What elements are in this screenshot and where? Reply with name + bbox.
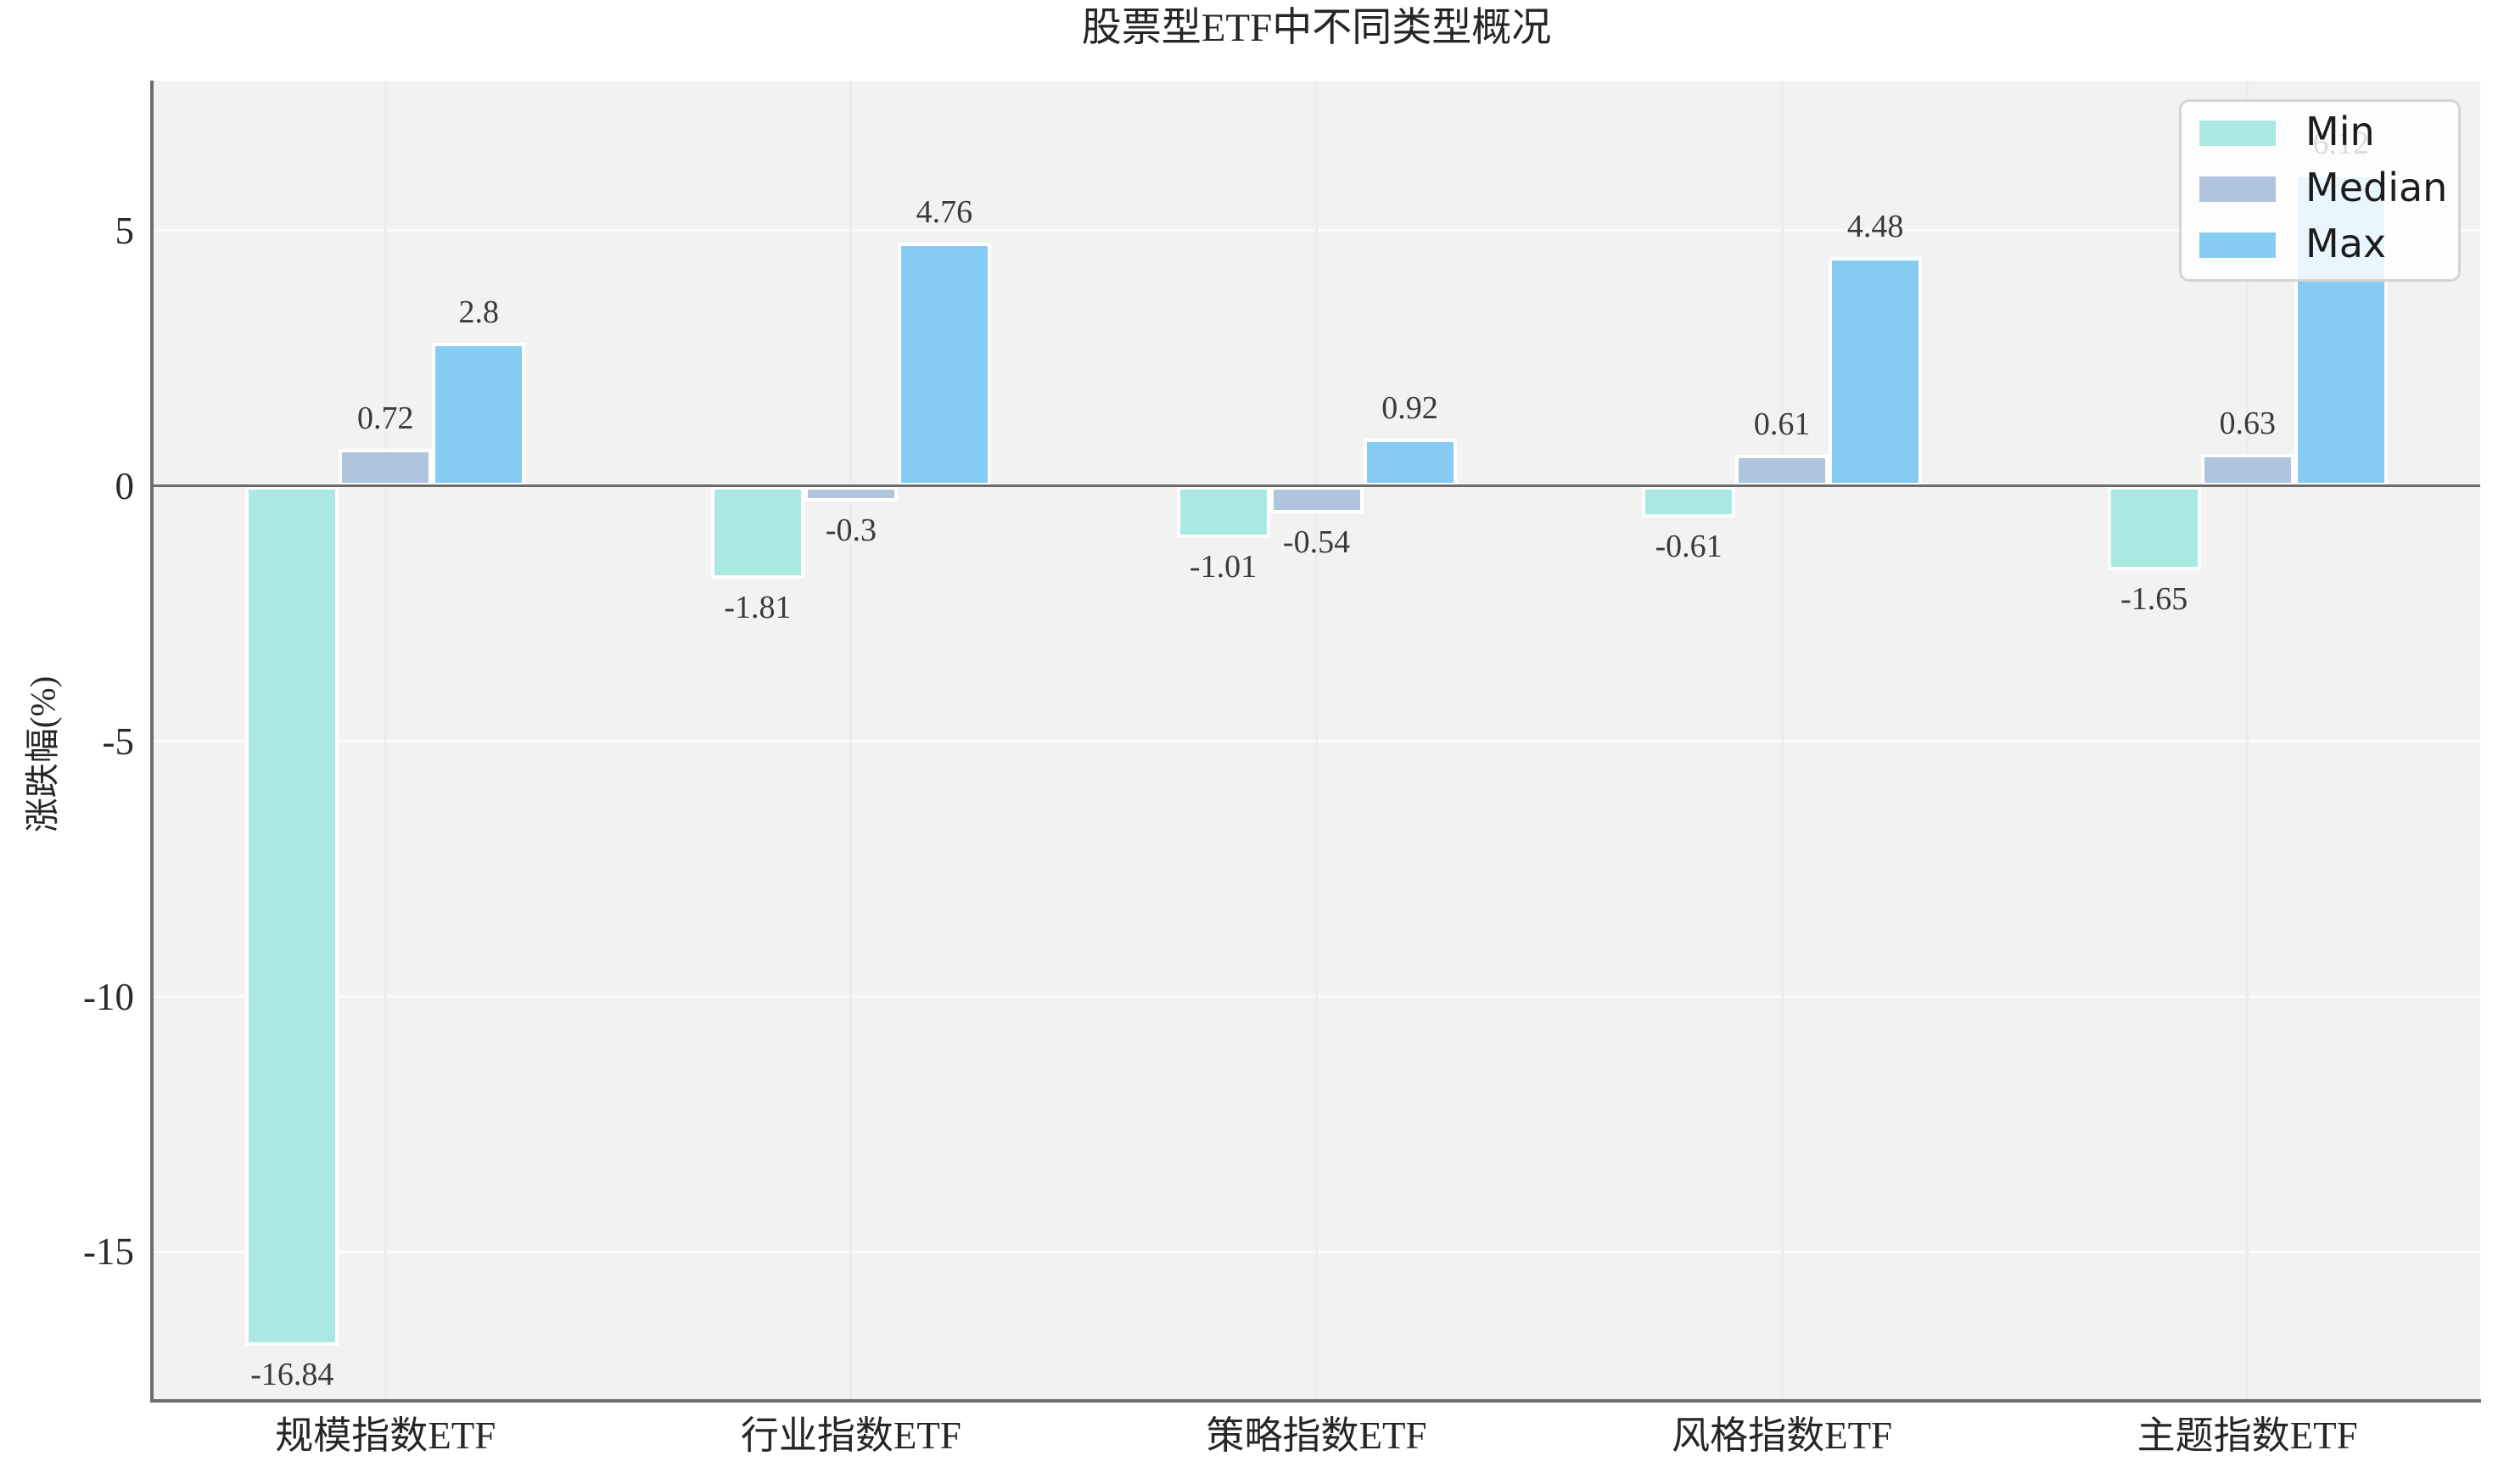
legend-label-median: Median bbox=[2305, 165, 2448, 210]
y-tick-label: -5 bbox=[102, 720, 135, 763]
value-label: 2.8 bbox=[458, 294, 500, 331]
value-label: 4.48 bbox=[1846, 209, 1904, 245]
gridline-vertical bbox=[384, 81, 387, 1400]
legend-label-min: Min bbox=[2305, 109, 2375, 154]
bar-median bbox=[804, 485, 898, 501]
bar-max bbox=[897, 243, 991, 486]
bar-median bbox=[1735, 455, 1829, 486]
chart-title: 股票型ETF中不同类型概况 bbox=[1081, 6, 1552, 50]
gridline-vertical bbox=[1780, 81, 1784, 1400]
legend: Min Median Max bbox=[2179, 99, 2461, 282]
y-tick-label: -10 bbox=[83, 975, 134, 1018]
zero-line bbox=[153, 484, 2480, 488]
value-label: 0.72 bbox=[357, 400, 414, 437]
y-tick-label: -15 bbox=[83, 1230, 134, 1274]
gridline-vertical bbox=[1315, 81, 1318, 1400]
bar-median bbox=[2200, 453, 2294, 486]
gridline-vertical bbox=[2246, 81, 2249, 1400]
legend-swatch-median bbox=[2198, 175, 2277, 204]
value-label: -1.01 bbox=[1189, 548, 1258, 585]
value-label: -0.54 bbox=[1282, 524, 1351, 561]
y-tick-label: 0 bbox=[115, 464, 135, 507]
bar-max bbox=[432, 343, 526, 486]
value-label: 0.92 bbox=[1381, 390, 1438, 427]
value-label: -0.61 bbox=[1655, 528, 1723, 564]
value-label: -0.3 bbox=[825, 512, 877, 548]
legend-label-max: Max bbox=[2305, 221, 2387, 266]
value-label: -1.65 bbox=[2120, 581, 2188, 618]
bar-min bbox=[2107, 485, 2201, 571]
value-label: -16.84 bbox=[250, 1357, 334, 1393]
gridline-vertical bbox=[849, 81, 853, 1400]
bar-min bbox=[1176, 485, 1270, 538]
x-tick-label: 风格指数ETF bbox=[1672, 1414, 1893, 1457]
bar-min bbox=[1642, 485, 1736, 518]
bar-min bbox=[710, 485, 804, 579]
bar-min bbox=[245, 485, 339, 1347]
x-tick-label: 策略指数ETF bbox=[1206, 1414, 1427, 1457]
bar-max bbox=[1829, 257, 1923, 486]
value-label: -1.81 bbox=[724, 589, 792, 625]
bar-max bbox=[1363, 439, 1457, 486]
value-label: 4.76 bbox=[916, 194, 973, 231]
value-label: 0.63 bbox=[2219, 405, 2276, 441]
bar-median bbox=[1269, 485, 1364, 514]
bottom-spine bbox=[150, 1399, 2481, 1403]
y-tick-label: 5 bbox=[115, 209, 135, 252]
legend-swatch-max bbox=[2198, 231, 2277, 260]
value-label: 0.61 bbox=[1753, 406, 1811, 443]
left-spine bbox=[150, 81, 154, 1403]
x-tick-label: 行业指数ETF bbox=[740, 1414, 961, 1457]
x-tick-label: 规模指数ETF bbox=[275, 1414, 496, 1457]
legend-swatch-min bbox=[2198, 119, 2277, 148]
x-tick-label: 主题指数ETF bbox=[2137, 1414, 2358, 1457]
bar-median bbox=[339, 449, 433, 486]
